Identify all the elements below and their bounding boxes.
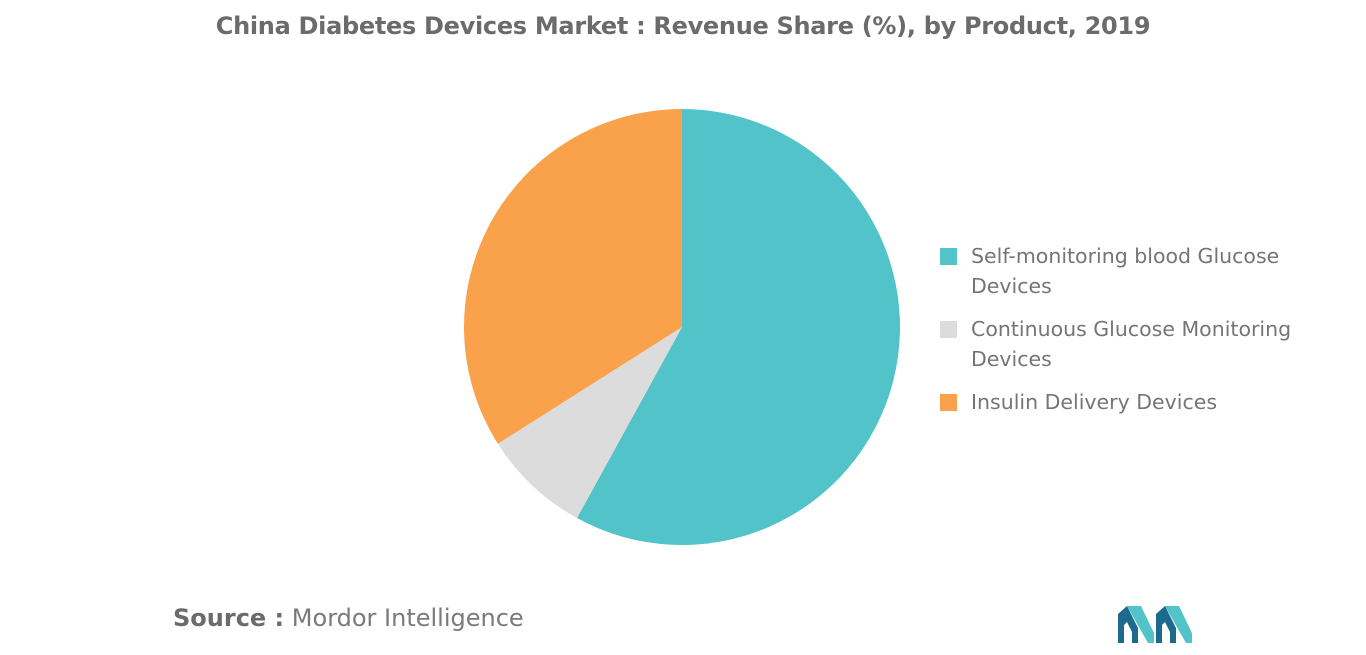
pie-slices	[464, 108, 901, 545]
legend-label-self-monitoring: Self-monitoring blood Glucose Devices	[971, 244, 1280, 298]
legend: Self-monitoring blood Glucose Devices Co…	[940, 241, 1350, 430]
legend-item-self-monitoring: Self-monitoring blood Glucose Devices	[940, 241, 1350, 301]
pie-slice-continuous-glucose	[497, 327, 682, 519]
legend-swatch-insulin-delivery	[940, 394, 957, 411]
chart-title: China Diabetes Devices Market : Revenue …	[215, 12, 1151, 40]
legend-item-insulin-delivery: Insulin Delivery Devices	[940, 387, 1350, 417]
pie-slice-insulin-delivery	[464, 109, 682, 444]
legend-label-continuous-glucose: Continuous Glucose Monitoring Devices	[971, 317, 1292, 371]
source-label: Source :	[173, 604, 285, 632]
mordor-intelligence-logo-icon	[1118, 606, 1192, 643]
source-text: Mordor Intelligence	[291, 604, 524, 632]
pie-slice-self-monitoring	[576, 108, 901, 545]
legend-item-continuous-glucose: Continuous Glucose Monitoring Devices	[940, 314, 1350, 374]
legend-swatch-continuous-glucose	[940, 321, 957, 338]
legend-label-insulin-delivery: Insulin Delivery Devices	[971, 390, 1218, 414]
legend-swatch-self-monitoring	[940, 248, 957, 265]
source-note: Source : Mordor Intelligence	[173, 604, 524, 632]
